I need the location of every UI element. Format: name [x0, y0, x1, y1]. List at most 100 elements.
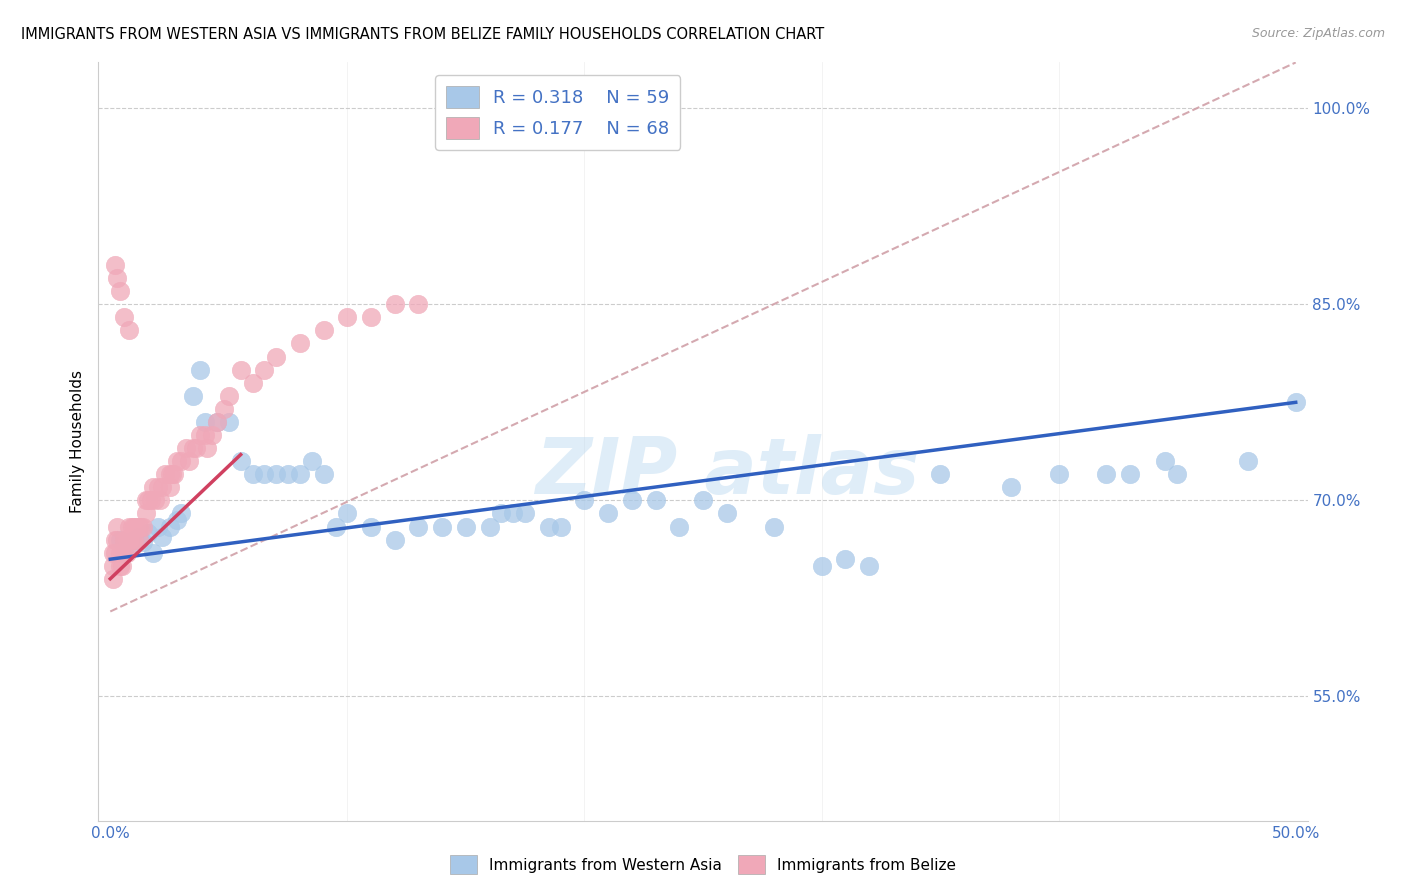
- Point: [174, 441, 197, 455]
- Point: [502, 507, 524, 521]
- Point: [104, 258, 127, 272]
- Point: [153, 467, 176, 482]
- Point: [149, 493, 172, 508]
- Point: [146, 519, 169, 533]
- Legend: Immigrants from Western Asia, Immigrants from Belize: Immigrants from Western Asia, Immigrants…: [443, 849, 963, 880]
- Point: [142, 480, 165, 494]
- Point: [115, 533, 138, 547]
- Point: [834, 552, 856, 566]
- Point: [194, 415, 217, 429]
- Point: [1000, 480, 1022, 494]
- Point: [384, 533, 406, 547]
- Point: [181, 441, 204, 455]
- Point: [152, 480, 174, 494]
- Point: [644, 493, 666, 508]
- Point: [264, 350, 287, 364]
- Point: [218, 415, 240, 429]
- Point: [1285, 395, 1308, 409]
- Point: [146, 480, 169, 494]
- Point: [125, 519, 148, 533]
- Point: [810, 558, 832, 573]
- Point: [264, 467, 287, 482]
- Point: [478, 519, 501, 533]
- Point: [115, 546, 138, 560]
- Point: [135, 507, 157, 521]
- Legend: R = 0.318    N = 59, R = 0.177    N = 68: R = 0.318 N = 59, R = 0.177 N = 68: [436, 75, 681, 150]
- Point: [550, 519, 572, 533]
- Point: [122, 519, 145, 533]
- Point: [118, 533, 141, 547]
- Y-axis label: Family Households: Family Households: [69, 370, 84, 513]
- Point: [139, 493, 162, 508]
- Point: [253, 362, 276, 376]
- Point: [159, 467, 181, 482]
- Point: [491, 507, 513, 521]
- Point: [128, 533, 150, 547]
- Point: [205, 415, 228, 429]
- Point: [336, 507, 359, 521]
- Point: [114, 546, 136, 560]
- Point: [197, 441, 219, 455]
- Point: [118, 323, 141, 337]
- Point: [253, 467, 276, 482]
- Point: [454, 519, 477, 533]
- Point: [277, 467, 299, 482]
- Point: [166, 454, 188, 468]
- Point: [432, 519, 454, 533]
- Point: [301, 454, 323, 468]
- Point: [114, 533, 136, 547]
- Point: [108, 546, 131, 560]
- Point: [218, 389, 240, 403]
- Point: [574, 493, 596, 508]
- Point: [136, 493, 159, 508]
- Point: [336, 310, 359, 325]
- Point: [136, 526, 159, 541]
- Point: [104, 533, 127, 547]
- Point: [105, 533, 128, 547]
- Point: [408, 519, 430, 533]
- Point: [129, 519, 152, 533]
- Point: [288, 336, 311, 351]
- Point: [1154, 454, 1177, 468]
- Point: [312, 467, 335, 482]
- Point: [1119, 467, 1142, 482]
- Point: [104, 546, 127, 560]
- Point: [212, 401, 235, 416]
- Point: [118, 539, 141, 553]
- Point: [121, 533, 143, 547]
- Point: [128, 530, 150, 544]
- Point: [122, 533, 145, 547]
- Point: [929, 467, 952, 482]
- Point: [858, 558, 880, 573]
- Point: [135, 493, 157, 508]
- Point: [159, 480, 181, 494]
- Point: [114, 546, 136, 560]
- Text: Source: ZipAtlas.com: Source: ZipAtlas.com: [1251, 27, 1385, 40]
- Point: [132, 535, 155, 549]
- Point: [716, 507, 738, 521]
- Point: [105, 519, 128, 533]
- Point: [229, 362, 252, 376]
- Point: [242, 376, 264, 390]
- Point: [537, 519, 560, 533]
- Point: [163, 467, 186, 482]
- Point: [114, 310, 136, 325]
- Point: [360, 519, 382, 533]
- Point: [101, 572, 124, 586]
- Point: [288, 467, 311, 482]
- Point: [108, 284, 131, 298]
- Point: [166, 513, 188, 527]
- Point: [242, 467, 264, 482]
- Point: [101, 558, 124, 573]
- Point: [229, 454, 252, 468]
- Point: [190, 362, 212, 376]
- Point: [1047, 467, 1070, 482]
- Point: [384, 297, 406, 311]
- Point: [160, 467, 183, 482]
- Point: [1166, 467, 1188, 482]
- Point: [121, 519, 143, 533]
- Point: [105, 271, 128, 285]
- Point: [184, 441, 207, 455]
- Point: [1237, 454, 1260, 468]
- Point: [763, 519, 786, 533]
